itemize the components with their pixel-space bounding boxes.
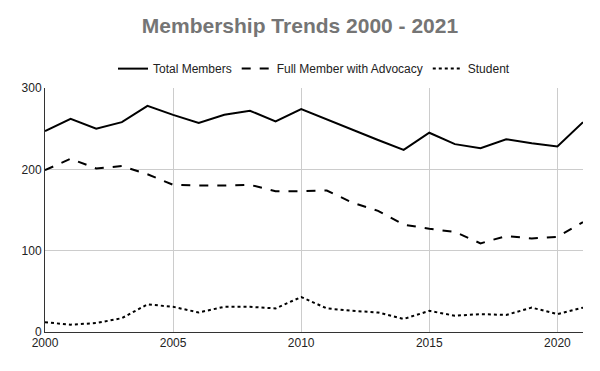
svg-text:2015: 2015 [416, 336, 443, 350]
svg-text:2020: 2020 [544, 336, 571, 350]
svg-text:2005: 2005 [160, 336, 187, 350]
svg-text:Membership Trends 2000 - 2021: Membership Trends 2000 - 2021 [142, 14, 459, 37]
svg-text:Total Members: Total Members [153, 62, 232, 76]
svg-text:200: 200 [22, 163, 42, 177]
svg-text:300: 300 [22, 81, 42, 95]
svg-text:100: 100 [22, 244, 42, 258]
svg-text:2000: 2000 [32, 336, 59, 350]
svg-text:Full Member with Advocacy: Full Member with Advocacy [277, 62, 423, 76]
svg-text:0: 0 [35, 325, 42, 339]
svg-text:Student: Student [468, 62, 510, 76]
svg-text:2010: 2010 [288, 336, 315, 350]
